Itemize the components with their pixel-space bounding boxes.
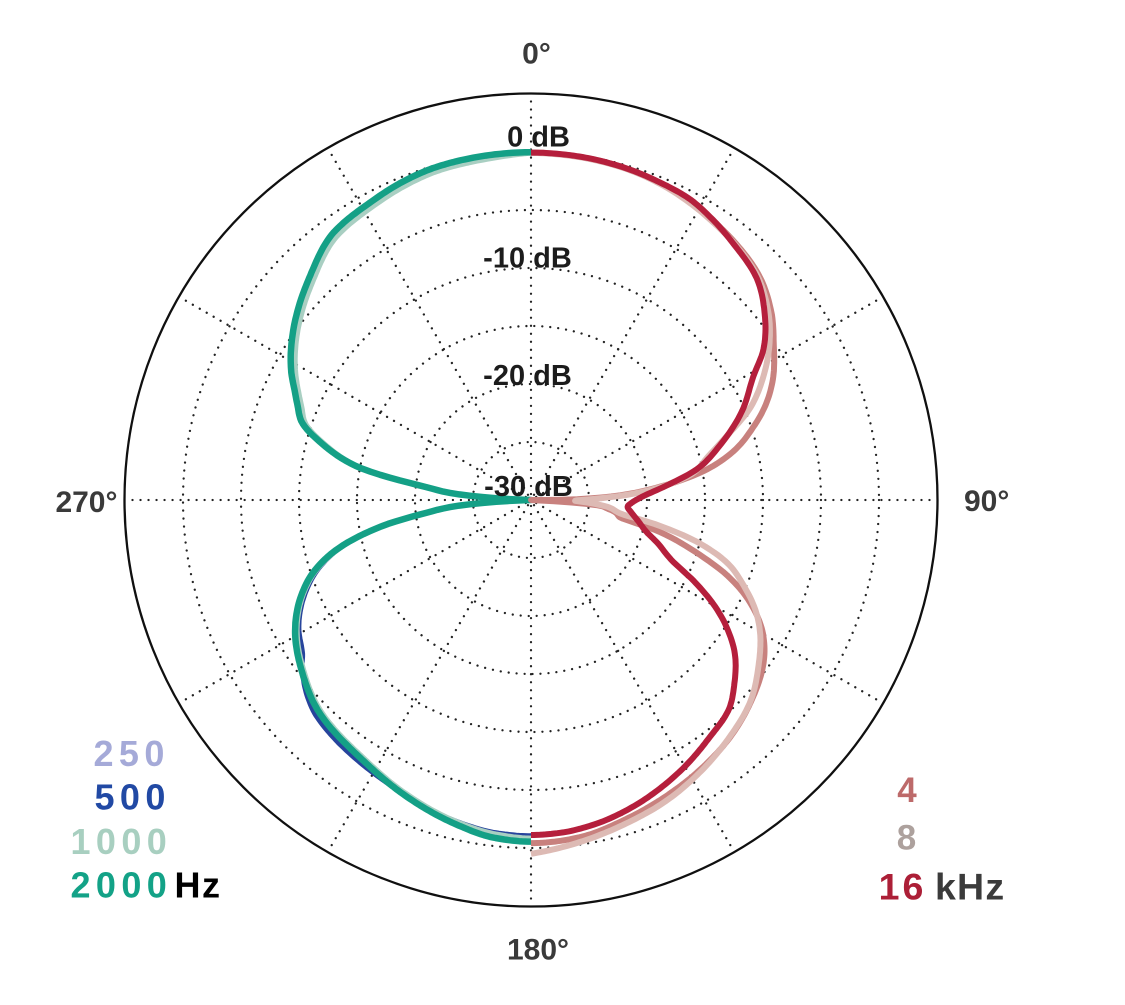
svg-text:180°: 180° xyxy=(507,934,569,967)
svg-text:500: 500 xyxy=(95,776,171,817)
svg-text:16: 16 xyxy=(879,865,927,907)
svg-text:Hz: Hz xyxy=(175,864,222,905)
svg-text:270°: 270° xyxy=(55,486,117,519)
svg-text:-20 dB: -20 dB xyxy=(483,360,572,392)
svg-text:kHz: kHz xyxy=(935,865,1005,907)
svg-text:250: 250 xyxy=(94,733,170,774)
svg-text:2000: 2000 xyxy=(71,864,173,905)
svg-text:-30 dB: -30 dB xyxy=(484,471,573,503)
svg-text:1000: 1000 xyxy=(71,821,173,862)
svg-text:-10 dB: -10 dB xyxy=(483,242,572,274)
svg-text:90°: 90° xyxy=(964,485,1009,518)
svg-text:0°: 0° xyxy=(522,38,551,71)
svg-text:4: 4 xyxy=(897,771,917,810)
svg-text:8: 8 xyxy=(897,819,916,858)
svg-text:0 dB: 0 dB xyxy=(507,121,570,153)
